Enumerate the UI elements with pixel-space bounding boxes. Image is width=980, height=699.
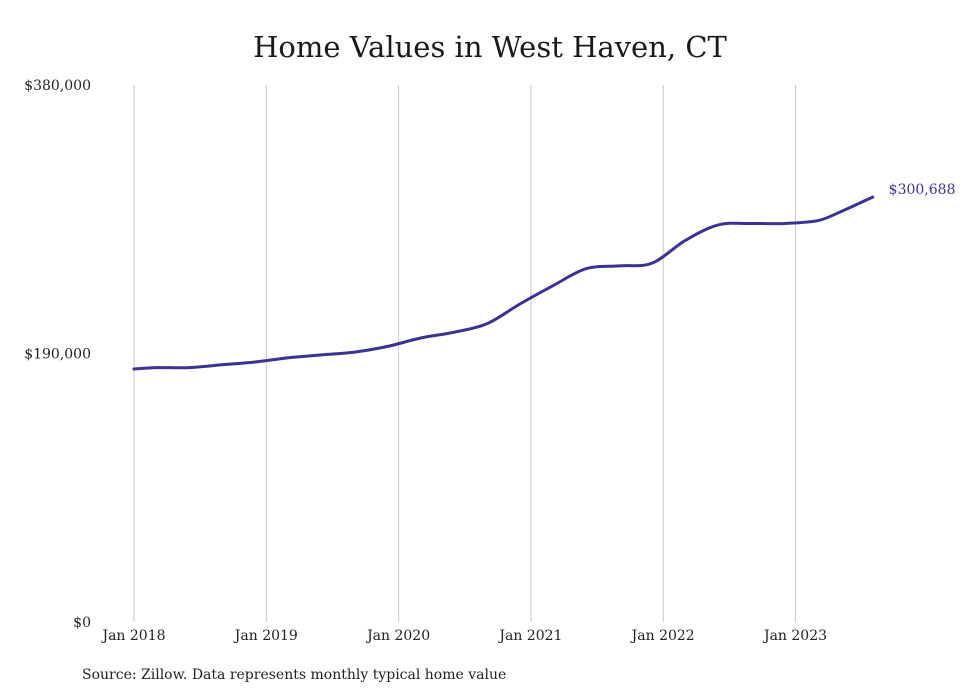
x-tick-label: Jan 2020 — [365, 628, 430, 644]
x-tick-label: Jan 2018 — [100, 628, 165, 644]
y-tick-label: $0 — [73, 615, 91, 631]
x-tick-label: Jan 2021 — [497, 628, 562, 644]
x-axis-ticks: Jan 2018 Jan 2019 Jan 2020 Jan 2021 Jan 2022… — [100, 628, 827, 644]
x-tick-label: Jan 2019 — [233, 628, 298, 644]
y-tick-label: $380,000 — [24, 78, 91, 94]
series-line — [132, 195, 875, 371]
source-note: Source: Zillow. Data represents monthly … — [82, 667, 507, 683]
y-axis-ticks: $0 $190,000 $380,000 — [24, 78, 91, 631]
x-tick-label: Jan 2022 — [630, 628, 695, 644]
grid-lines — [133, 85, 796, 622]
x-tick-label: Jan 2023 — [762, 628, 827, 644]
y-tick-label: $190,000 — [24, 347, 91, 363]
chart-title: Home Values in West Haven, CT — [253, 30, 727, 64]
end-value-label: $300,688 — [889, 182, 956, 198]
